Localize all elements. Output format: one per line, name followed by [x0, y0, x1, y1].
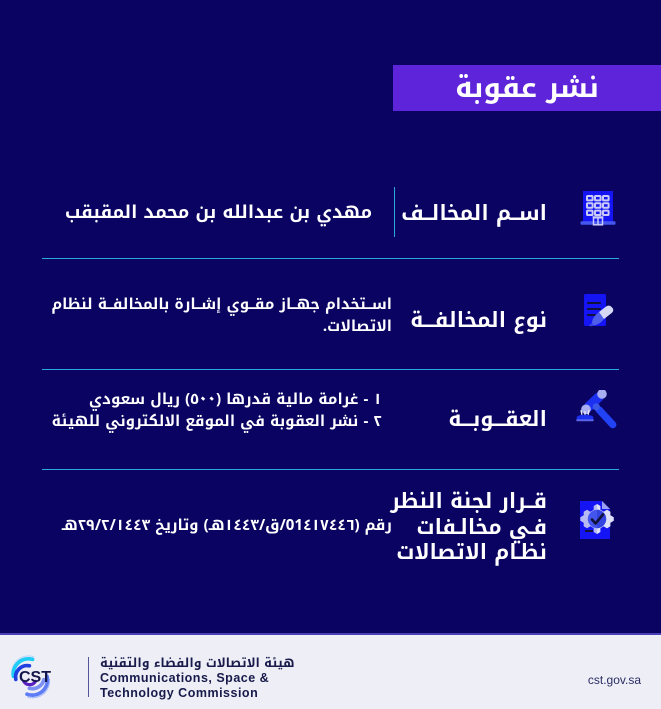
svg-text:CST: CST	[19, 669, 51, 686]
